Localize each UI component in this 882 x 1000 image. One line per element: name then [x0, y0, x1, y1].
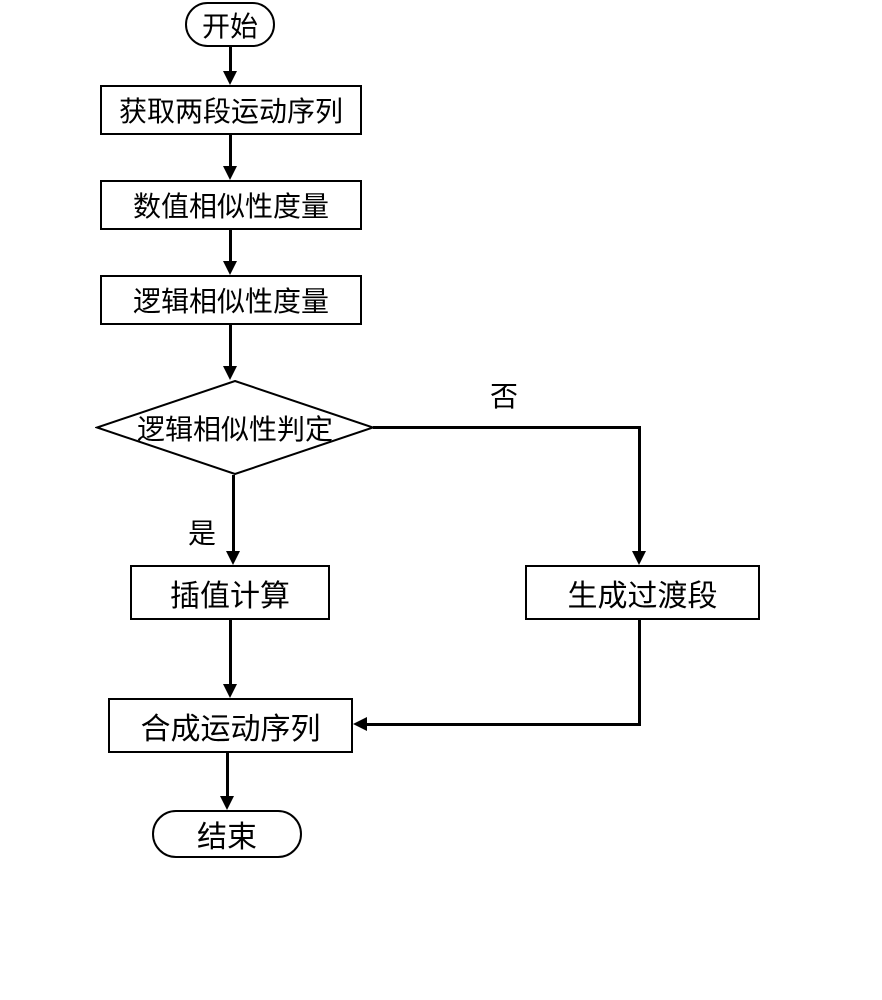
arrow-step3-decision — [229, 325, 232, 368]
step1-node: 获取两段运动序列 — [100, 85, 362, 135]
arrow-decision-interp — [232, 475, 235, 553]
arrowhead-synth-end — [220, 796, 234, 810]
arrowhead-decision-interp — [226, 551, 240, 565]
start-text: 开始 — [202, 5, 258, 45]
transition-text: 生成过渡段 — [568, 571, 718, 615]
no-label: 否 — [490, 375, 518, 415]
synth-node: 合成运动序列 — [108, 698, 353, 753]
end-text: 结束 — [197, 812, 257, 856]
interp-text: 插值计算 — [170, 571, 290, 615]
arrowhead-start-step1 — [223, 71, 237, 85]
yes-label: 是 — [188, 512, 216, 552]
decision-text: 逻辑相似性判定 — [137, 408, 333, 448]
start-node: 开始 — [185, 2, 275, 47]
arrowhead-step1-step2 — [223, 166, 237, 180]
transition-node: 生成过渡段 — [525, 565, 760, 620]
arrow-step2-step3 — [229, 230, 232, 263]
arrow-step1-step2 — [229, 135, 232, 168]
arrow-transition-down — [638, 620, 641, 726]
arrowhead-interp-synth — [223, 684, 237, 698]
step3-node: 逻辑相似性度量 — [100, 275, 362, 325]
arrowhead-decision-transition — [632, 551, 646, 565]
end-node: 结束 — [152, 810, 302, 858]
step1-text: 获取两段运动序列 — [119, 90, 343, 130]
arrow-decision-right-h — [373, 426, 641, 429]
arrowhead-transition-synth — [353, 717, 367, 731]
arrow-decision-right-v — [638, 426, 641, 553]
step2-node: 数值相似性度量 — [100, 180, 362, 230]
flowchart-container: 开始 获取两段运动序列 数值相似性度量 逻辑相似性度量 逻辑相似性判定 否 — [0, 0, 882, 1000]
arrow-synth-end — [226, 753, 229, 798]
arrowhead-step2-step3 — [223, 261, 237, 275]
decision-node: 逻辑相似性判定 — [95, 380, 375, 475]
arrow-start-step1 — [229, 47, 232, 73]
arrow-transition-left — [367, 723, 641, 726]
step2-text: 数值相似性度量 — [133, 185, 329, 225]
step3-text: 逻辑相似性度量 — [133, 280, 329, 320]
synth-text: 合成运动序列 — [141, 704, 321, 748]
arrowhead-step3-decision — [223, 366, 237, 380]
arrow-interp-synth — [229, 620, 232, 686]
interp-node: 插值计算 — [130, 565, 330, 620]
